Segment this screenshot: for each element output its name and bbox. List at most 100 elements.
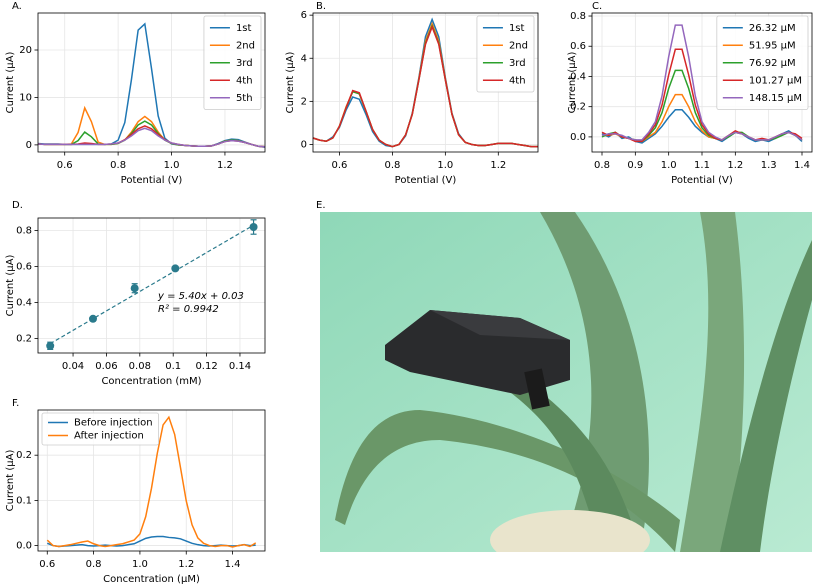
plot-frame <box>37 12 266 153</box>
panel-label: C. <box>592 1 602 12</box>
y-tick-label: 0.8 <box>570 11 586 22</box>
y-axis-label: Current (μA) <box>567 52 578 114</box>
x-tick-label: 0.8 <box>594 160 610 171</box>
x-tick-label: 1.4 <box>225 559 241 570</box>
y-tick-label: 0.4 <box>16 298 32 309</box>
legend: Before injection After injection <box>41 412 159 446</box>
plot-frame <box>591 12 813 153</box>
x-tick-label: 1.0 <box>164 160 180 171</box>
panel-label: F. <box>12 398 19 409</box>
x-tick-label: 0.8 <box>110 160 126 171</box>
legend-label: 148.15 μM <box>749 93 802 104</box>
series-line <box>46 415 257 548</box>
device-cable <box>524 368 550 410</box>
x-tick-label: 1.2 <box>727 160 743 171</box>
series-line <box>37 127 266 148</box>
x-tick-label: 0.6 <box>39 559 55 570</box>
y-tick-label: 0 <box>26 140 32 151</box>
leaf <box>540 212 649 552</box>
panel-label: A. <box>12 1 22 12</box>
legend-label: After injection <box>74 431 144 442</box>
pot <box>490 510 650 552</box>
legend-box <box>203 15 262 110</box>
legend-label: 2nd <box>236 40 255 51</box>
data-point <box>88 314 97 323</box>
panel-label: D. <box>12 200 23 211</box>
x-tick-label: 1.2 <box>178 559 194 570</box>
y-tick-label: 0 <box>301 139 307 150</box>
x-tick-label: 0.12 <box>195 361 217 372</box>
y-tick-label: 2 <box>301 96 307 107</box>
y-tick-label: 0.2 <box>570 102 586 113</box>
legend-label: 51.95 μM <box>749 40 796 51</box>
legend-label: 4th <box>509 75 526 86</box>
data-point <box>46 341 55 350</box>
y-tick-label: 4 <box>301 53 307 64</box>
y-tick-label: 20 <box>19 45 32 56</box>
x-tick-label: 0.6 <box>57 160 73 171</box>
legend-label: 4th <box>236 75 253 86</box>
y-tick-label: 0.2 <box>16 450 32 461</box>
y-tick-label: 0.0 <box>570 132 586 143</box>
legend: 1st 2nd 3rd 4th <box>476 15 535 93</box>
trend-line <box>49 224 254 345</box>
x-tick-label: 0.14 <box>229 361 251 372</box>
legend-box <box>716 15 809 110</box>
x-tick-label: 0.8 <box>86 559 102 570</box>
legend-label: 1st <box>236 23 252 34</box>
photo <box>320 212 812 552</box>
panel-label: B. <box>316 1 326 12</box>
y-tick-label: 6 <box>301 10 307 21</box>
x-axis-label: Concentration (μM) <box>103 574 200 585</box>
x-tick-label: 1.0 <box>661 160 677 171</box>
x-tick-label: 0.08 <box>129 361 151 372</box>
panel-label: E. <box>316 200 326 211</box>
x-tick-label: 1.4 <box>794 160 810 171</box>
series-line <box>312 24 538 148</box>
x-axis-label: Potential (V) <box>395 175 457 186</box>
y-tick-label: 0.2 <box>16 334 32 345</box>
series-line <box>601 24 803 141</box>
y-tick-label: 0.6 <box>570 41 586 52</box>
x-tick-label: 1.0 <box>437 160 453 171</box>
y-tick-label: 0.4 <box>570 71 586 82</box>
y-tick-label: 0.1 <box>16 495 32 506</box>
data-point <box>249 223 258 231</box>
plot-frame <box>37 409 266 552</box>
legend-label: 76.92 μM <box>749 58 796 69</box>
y-axis-label: Current (μA) <box>5 52 16 114</box>
legend-label: 26.32 μM <box>749 23 796 34</box>
legend-label: 3rd <box>236 58 253 69</box>
x-tick-label: 1.0 <box>132 559 148 570</box>
y-axis-label: Current (μA) <box>5 255 16 317</box>
x-tick-label: 0.06 <box>95 361 117 372</box>
legend: 1st 2nd 3rd 4th 5th <box>203 15 262 110</box>
y-tick-label: 0.8 <box>16 226 32 237</box>
y-axis-label: Current (μA) <box>285 52 296 114</box>
data-point <box>130 284 139 293</box>
annotation: R² = 0.9942 <box>158 304 219 315</box>
legend-label: 3rd <box>509 58 526 69</box>
y-axis-label: Current (μA) <box>5 450 16 512</box>
legend: 26.32 μM 51.95 μM 76.92 μM 101.27 μM 148.15 … <box>716 15 809 110</box>
device-top <box>430 310 570 340</box>
legend-box <box>41 412 159 446</box>
legend-box <box>476 15 535 93</box>
y-tick-label: 0.0 <box>16 541 32 552</box>
legend-label: 101.27 μM <box>749 75 802 86</box>
leaf <box>480 362 640 552</box>
legend-label: 1st <box>509 23 525 34</box>
leaf <box>720 240 812 552</box>
x-tick-label: 1.1 <box>694 160 710 171</box>
legend-label: Before injection <box>74 418 153 429</box>
x-tick-label: 0.8 <box>384 160 400 171</box>
x-tick-label: 0.1 <box>165 361 181 372</box>
x-axis-label: Potential (V) <box>671 175 733 186</box>
x-tick-label: 0.6 <box>332 160 348 171</box>
y-tick-label: 0.6 <box>16 262 32 273</box>
plot-frame <box>312 12 539 153</box>
plot-frame <box>37 217 266 354</box>
x-tick-label: 0.04 <box>62 361 84 372</box>
x-tick-label: 1.3 <box>761 160 777 171</box>
